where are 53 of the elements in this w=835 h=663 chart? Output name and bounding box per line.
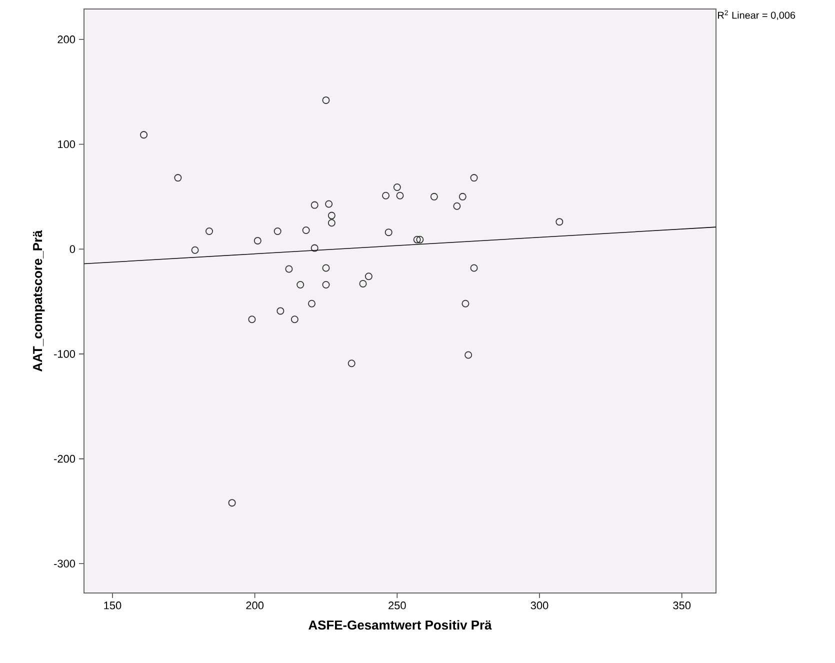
point	[382, 192, 390, 200]
point	[464, 351, 472, 359]
point	[556, 218, 564, 226]
y-tick-label: 200	[58, 36, 76, 44]
point	[453, 202, 461, 210]
point	[413, 236, 421, 244]
point	[470, 264, 478, 272]
point	[310, 201, 318, 209]
point	[322, 280, 330, 288]
y-tick-label: -100	[54, 350, 76, 358]
point	[322, 96, 330, 104]
point	[328, 219, 336, 227]
y-tick-label: -200	[54, 454, 76, 463]
point	[140, 131, 148, 139]
point	[206, 228, 214, 236]
point	[248, 316, 256, 324]
y-tick-label: -300	[54, 560, 76, 568]
point	[364, 272, 372, 280]
x-tick-label: 350	[673, 602, 691, 610]
point	[308, 300, 316, 308]
x-tick-label: 150	[104, 602, 122, 610]
point	[228, 499, 236, 507]
point	[254, 236, 262, 244]
text: R$^{2}$ Linear = 0,006	[718, 10, 796, 20]
point	[310, 244, 318, 252]
x-tick-label: 300	[530, 602, 548, 610]
point	[325, 200, 333, 208]
point	[302, 226, 310, 234]
point	[416, 236, 424, 244]
point	[290, 316, 298, 324]
point	[348, 360, 356, 368]
y-axis-title: AAT_compatscore_Prä	[33, 230, 45, 372]
x-tick-label: 200	[246, 602, 264, 610]
point	[462, 300, 470, 308]
point	[458, 192, 466, 200]
x-tick-label: 250	[388, 602, 406, 610]
point	[276, 307, 284, 315]
y-tick-label: 100	[58, 140, 76, 148]
point	[328, 212, 336, 220]
point	[285, 265, 293, 273]
point	[430, 192, 438, 200]
point	[396, 192, 404, 200]
point	[274, 228, 282, 236]
point	[174, 174, 182, 182]
x-axis-title: ASFE-Gesamtwert Positiv Prä	[308, 620, 492, 630]
y-tick-label: 0	[70, 245, 76, 253]
point	[470, 174, 478, 182]
point	[322, 264, 330, 272]
point	[393, 183, 401, 191]
point	[359, 280, 367, 288]
point	[296, 280, 304, 288]
point	[191, 246, 199, 254]
point	[384, 228, 392, 236]
